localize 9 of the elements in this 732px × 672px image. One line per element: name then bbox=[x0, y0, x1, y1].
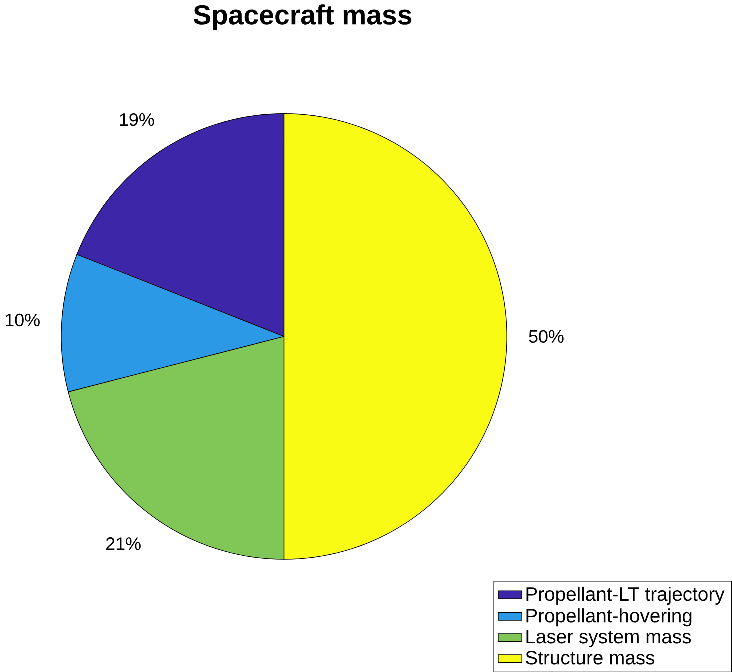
chart-title: Spacecraft mass bbox=[194, 4, 412, 30]
legend-label: Propellant-hovering bbox=[526, 608, 692, 626]
legend-label: Structure mass bbox=[526, 650, 655, 665]
legend-label: Propellant-LT trajectory bbox=[526, 586, 725, 605]
data-label: 19% bbox=[120, 113, 154, 126]
data-label: 50% bbox=[529, 330, 564, 343]
data-label: 21% bbox=[106, 537, 141, 550]
data-label: 10% bbox=[6, 314, 40, 326]
legend-label: Laser system mass bbox=[526, 630, 692, 648]
